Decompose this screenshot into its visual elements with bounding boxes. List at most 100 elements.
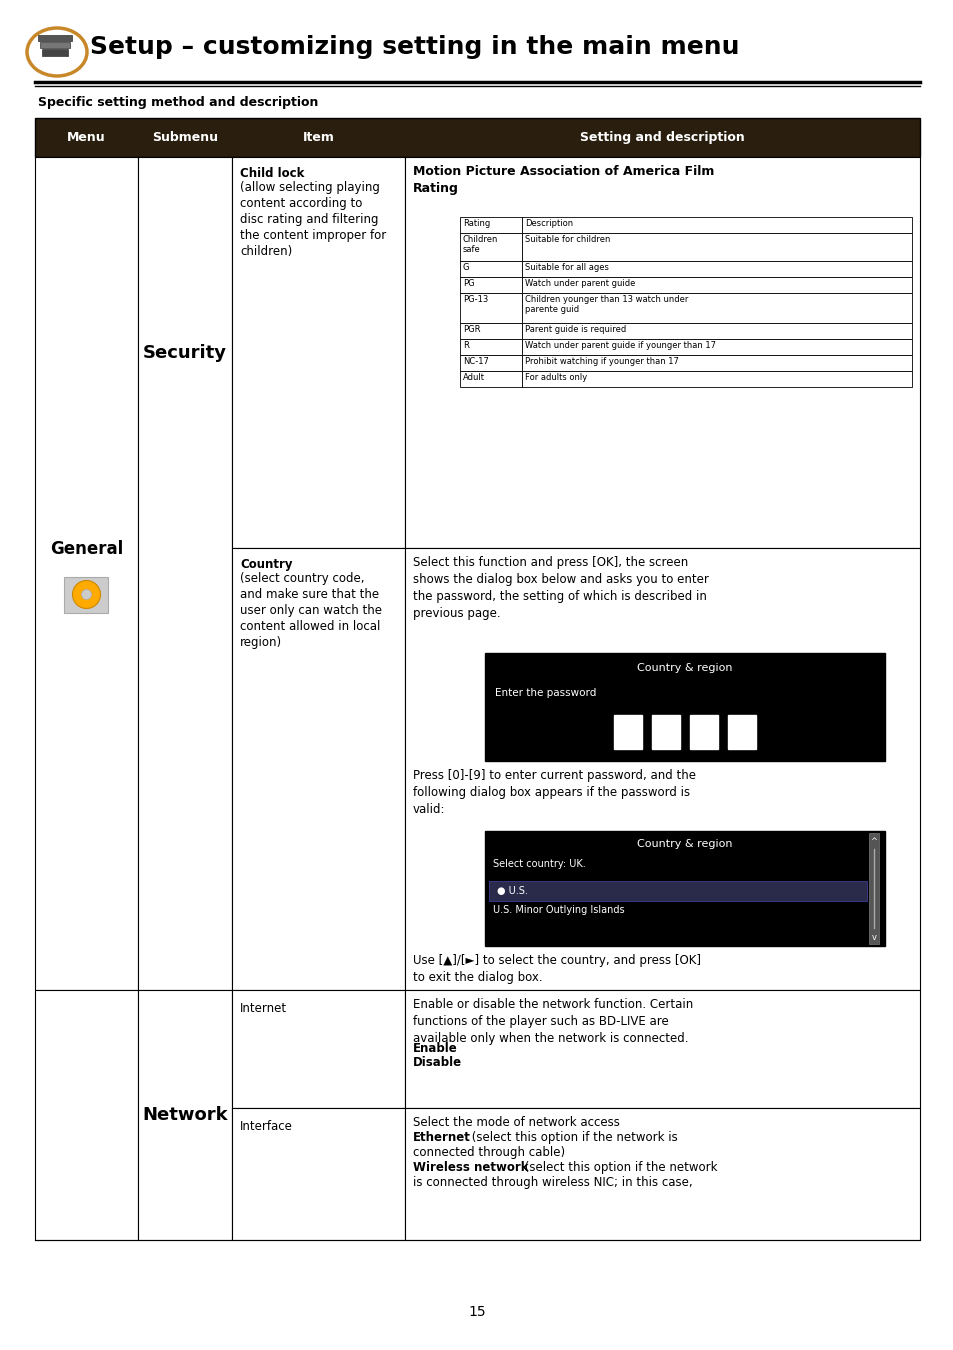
Text: Wireless network: Wireless network [413,1161,528,1174]
Text: (select country code,
and make sure that the
user only can watch the
content all: (select country code, and make sure that… [240,572,381,649]
Text: (allow selecting playing
content according to
disc rating and filtering
the cont: (allow selecting playing content accordi… [240,181,386,258]
Text: U.S. Minor Outlying Islands: U.S. Minor Outlying Islands [493,904,624,915]
Bar [35,990,138,1241]
Bar [232,548,405,990]
Text: Child lock: Child lock [240,167,304,180]
Bar [521,323,911,339]
Text: Children
safe: Children safe [462,235,497,254]
Text: Disable: Disable [413,1057,461,1069]
Text: Use [▲]/[►] to select the country, and press [OK]
to exit the dialog box.: Use [▲]/[►] to select the country, and p… [413,954,700,984]
Text: Interface: Interface [240,1120,293,1133]
Bar [35,117,919,157]
Text: R: R [462,342,468,350]
Text: connected through cable): connected through cable) [413,1146,564,1160]
Text: Setting and description: Setting and description [579,131,744,144]
Text: Parent guide is required: Parent guide is required [524,325,625,333]
Circle shape [72,580,100,609]
Bar [405,1108,919,1241]
Text: For adults only: For adults only [524,373,587,382]
Text: PG-13: PG-13 [462,296,488,304]
Text: Menu: Menu [67,131,106,144]
Bar [35,157,138,990]
Text: Rating: Rating [462,219,490,228]
Bar [38,35,71,40]
Text: Ethernet: Ethernet [413,1131,471,1143]
Text: Security: Security [143,343,227,362]
Bar [484,832,884,946]
Bar [459,323,521,339]
Bar [42,49,68,55]
Bar [868,833,878,944]
Bar [459,371,521,387]
Text: Internet: Internet [240,1002,287,1015]
Text: Children younger than 13 watch under
parente guid: Children younger than 13 watch under par… [524,296,688,313]
Text: NC-17: NC-17 [462,356,488,366]
Text: v: v [871,933,876,942]
Text: Motion Picture Association of America Film
Rating: Motion Picture Association of America Fi… [413,165,714,194]
Bar [459,277,521,293]
Bar [459,339,521,355]
Bar [40,42,70,49]
Text: Suitable for all ages: Suitable for all ages [524,263,608,271]
Text: Item: Item [302,131,335,144]
Bar [521,339,911,355]
Bar [459,355,521,371]
Text: G: G [462,263,469,271]
Text: 15: 15 [468,1305,485,1319]
Text: Prohibit watching if younger than 17: Prohibit watching if younger than 17 [524,356,679,366]
Bar [459,293,521,323]
Bar [521,217,911,234]
Text: ^: ^ [869,837,877,846]
Bar [614,716,641,749]
Text: Select the mode of network access: Select the mode of network access [413,1116,619,1129]
Text: (select this option if the network is: (select this option if the network is [468,1131,677,1143]
Text: (select this option if the network: (select this option if the network [520,1161,717,1174]
Text: ● U.S.: ● U.S. [497,886,527,896]
Text: Suitable for children: Suitable for children [524,235,610,244]
Text: is connected through wireless NIC; in this case,: is connected through wireless NIC; in th… [413,1176,692,1189]
Text: PG: PG [462,279,475,288]
Bar [521,371,911,387]
Text: Description: Description [524,219,573,228]
Bar [521,234,911,261]
Text: Country & region: Country & region [637,838,732,849]
Text: Enter the password: Enter the password [495,688,596,698]
Bar [521,261,911,277]
Text: Country: Country [240,558,293,571]
Bar [651,716,679,749]
Bar [405,990,919,1108]
Text: Watch under parent guide: Watch under parent guide [524,279,635,288]
Text: Select this function and press [OK], the screen
shows the dialog box below and a: Select this function and press [OK], the… [413,556,708,620]
Text: Enable or disable the network function. Certain
functions of the player such as : Enable or disable the network function. … [413,998,693,1045]
Bar [459,217,521,234]
Bar [459,234,521,261]
Bar [521,293,911,323]
Bar [489,882,866,900]
Text: Enable: Enable [413,1041,457,1054]
Bar [484,653,884,761]
Text: Adult: Adult [462,373,484,382]
Bar [459,261,521,277]
Bar [521,355,911,371]
Bar [405,548,919,990]
Bar [232,1108,405,1241]
Text: PGR: PGR [462,325,480,333]
Text: Select country: UK.: Select country: UK. [493,859,585,869]
Text: General: General [50,540,123,558]
Bar [138,157,232,990]
Text: Setup – customizing setting in the main menu: Setup – customizing setting in the main … [90,35,739,59]
Bar [232,157,405,548]
Text: Submenu: Submenu [152,131,218,144]
Bar [689,716,718,749]
Bar [521,277,911,293]
Circle shape [81,590,91,599]
Bar [727,716,755,749]
Text: Specific setting method and description: Specific setting method and description [38,96,318,109]
Bar [65,576,109,613]
Text: Watch under parent guide if younger than 17: Watch under parent guide if younger than… [524,342,716,350]
Text: Press [0]-[9] to enter current password, and the
following dialog box appears if: Press [0]-[9] to enter current password,… [413,769,696,815]
Text: Country & region: Country & region [637,663,732,674]
Bar [405,157,919,548]
Text: Network: Network [142,1106,228,1125]
Bar [232,990,405,1108]
